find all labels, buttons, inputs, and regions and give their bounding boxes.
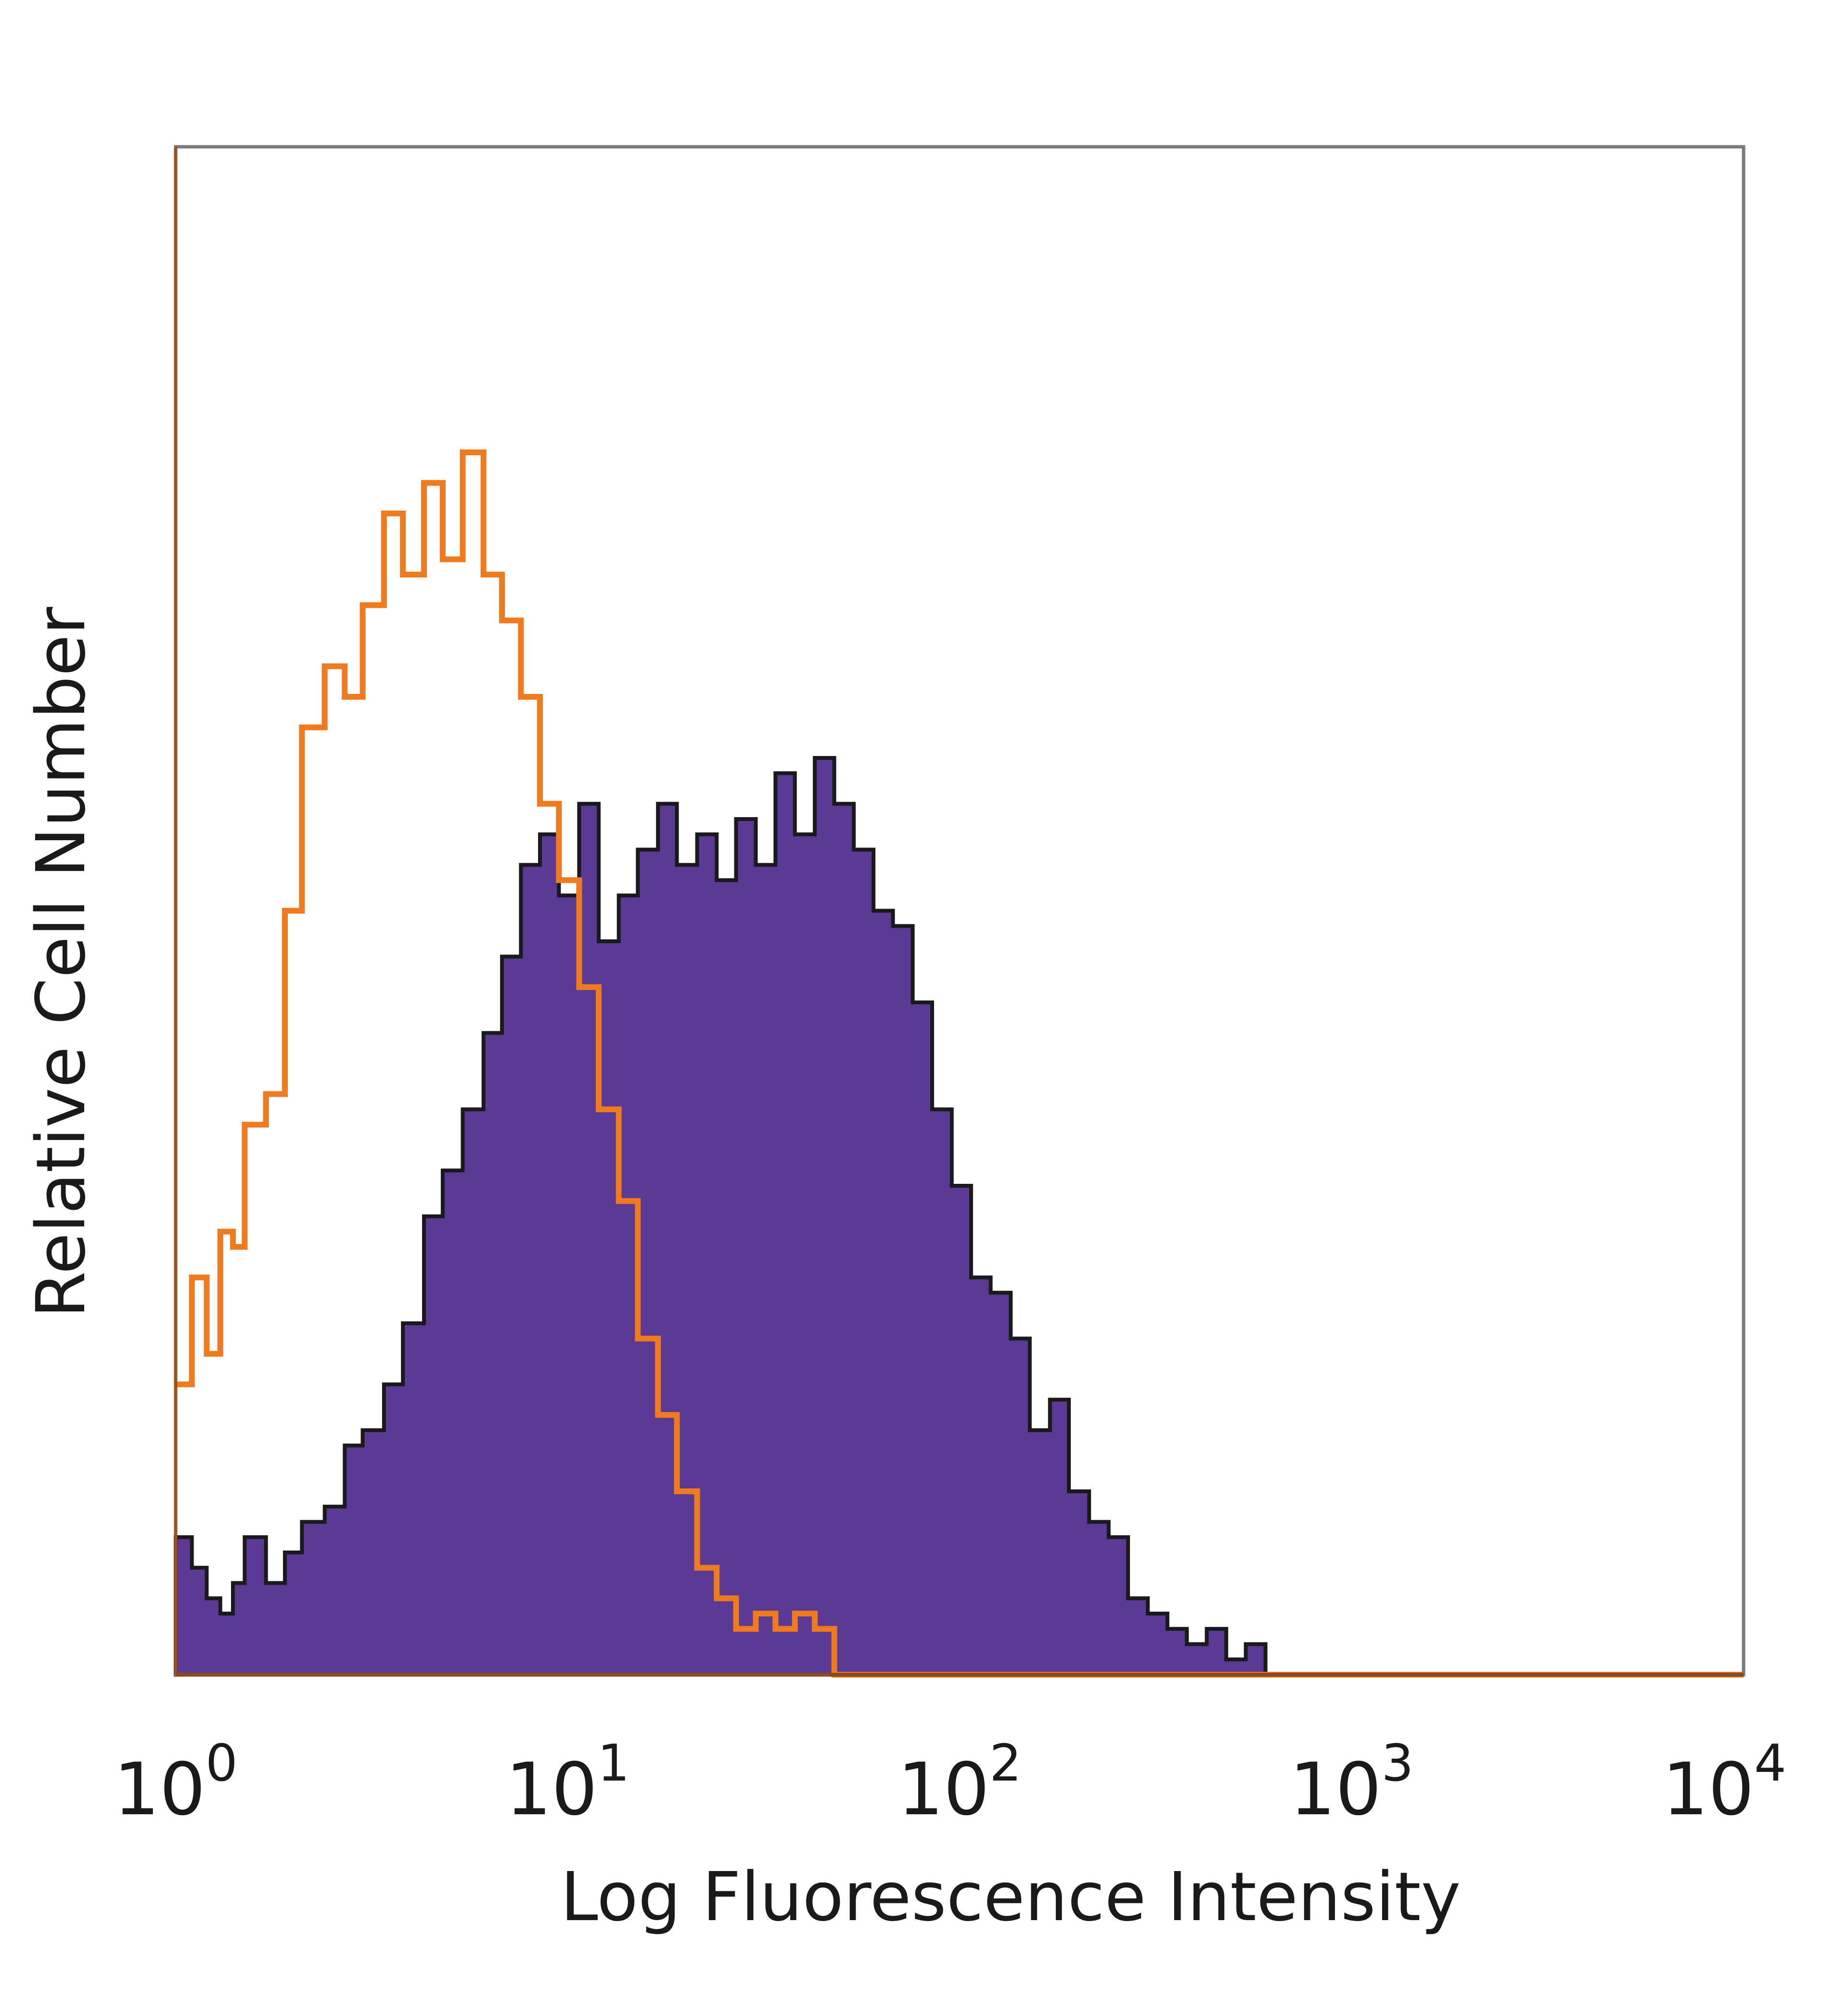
series-filled-histogram <box>174 756 1744 1677</box>
x-axis-label: Log Fluorescence Intensity <box>561 1858 1461 1936</box>
series-outline-histogram <box>176 449 1744 1678</box>
y-axis-label: Relative Cell Number <box>22 607 101 1318</box>
x-tick-label: 102 <box>898 1734 1022 1832</box>
x-tick-label: 100 <box>114 1734 238 1832</box>
series-layer <box>174 449 1744 1678</box>
x-tick-labels: 100 101 102 103 104 <box>114 1734 1786 1832</box>
x-tick-label: 103 <box>1290 1734 1414 1832</box>
x-tick-label: 101 <box>506 1734 630 1832</box>
x-tick-label: 104 <box>1662 1734 1786 1832</box>
